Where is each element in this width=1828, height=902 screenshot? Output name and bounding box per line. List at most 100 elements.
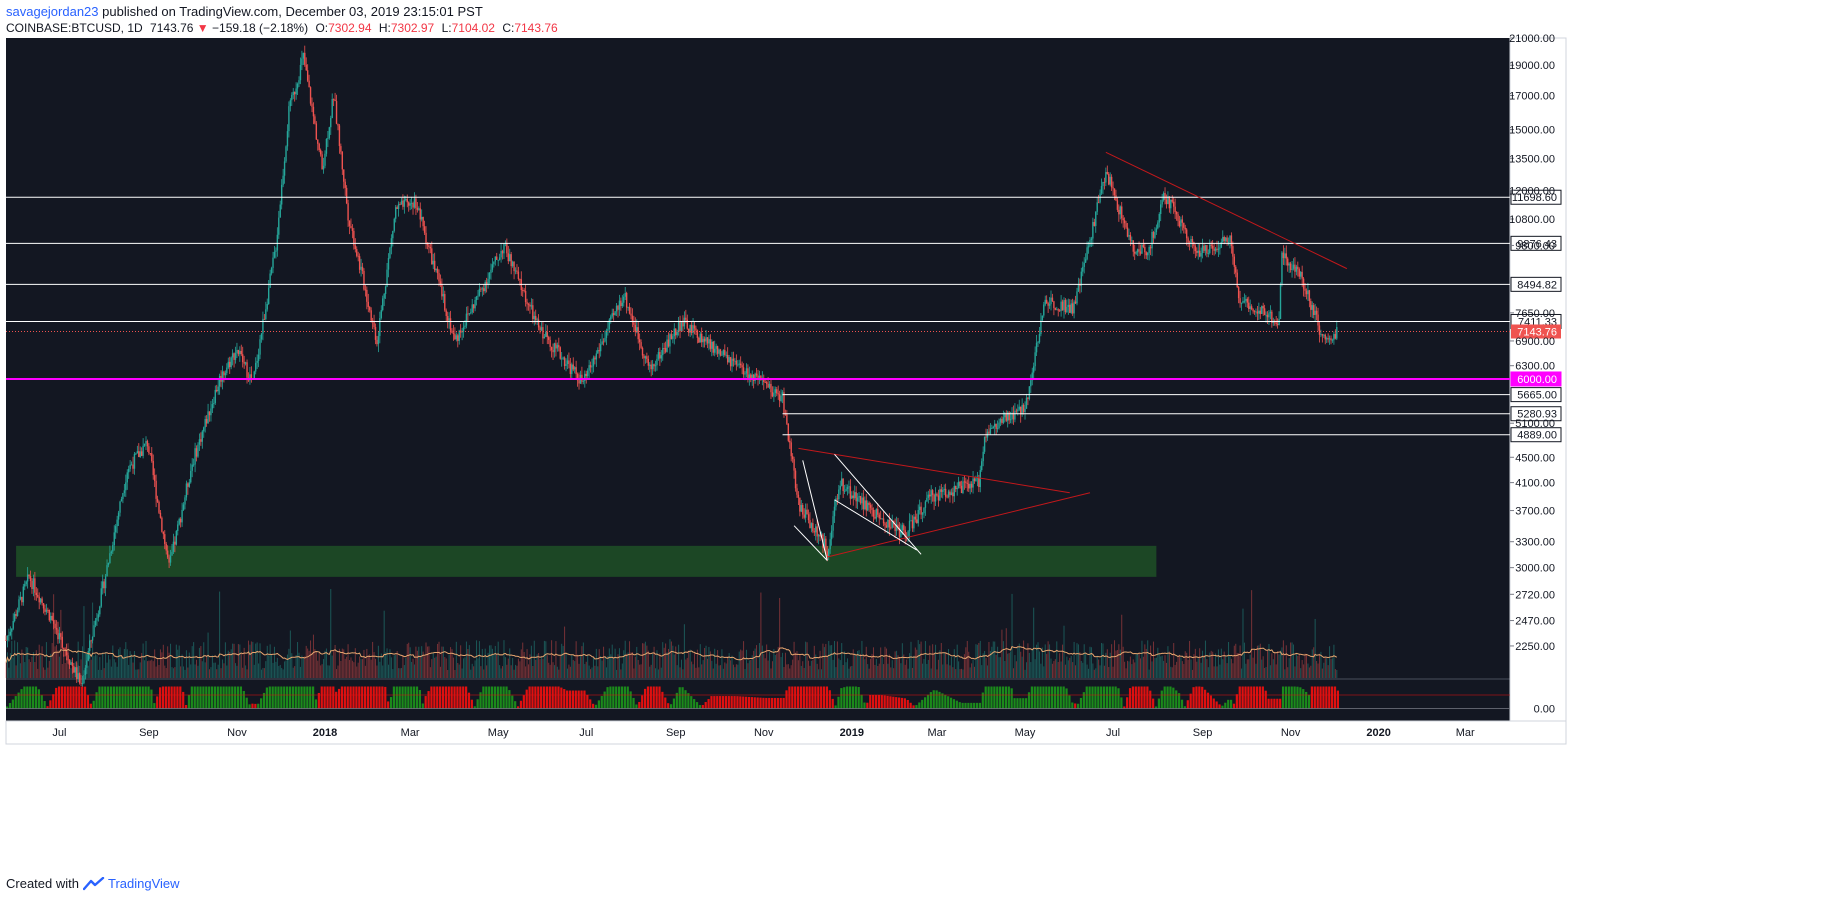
oscillator-bar (586, 694, 589, 709)
volume-bar (286, 654, 288, 678)
volume-bar (662, 642, 664, 678)
volume-bar (1128, 661, 1130, 678)
volume-bar (385, 652, 387, 678)
oscillator-bar (646, 686, 650, 709)
oscillator-bar (121, 686, 124, 709)
volume-bar (1207, 667, 1209, 678)
oscillator-tick-label: 0.00 (1534, 704, 1555, 716)
candle-body (540, 327, 543, 331)
volume-bar (250, 641, 252, 678)
candle-body (28, 574, 30, 577)
candle-body (1211, 245, 1214, 249)
oscillator-bar (1290, 686, 1293, 709)
candle-body (1194, 246, 1197, 252)
volume-bar (79, 665, 81, 678)
candle-body (871, 507, 873, 510)
volume-bar (1005, 628, 1007, 678)
symbol-label[interactable]: COINBASE:BTCUSD, 1D (6, 21, 143, 35)
volume-bar (1288, 658, 1290, 678)
volume-bar (855, 655, 857, 678)
volume-bar (1038, 651, 1040, 678)
volume-bar (1271, 653, 1273, 678)
volume-bar (317, 660, 319, 678)
oscillator-bar (222, 686, 225, 709)
author-link[interactable]: savagejordan23 (6, 4, 99, 19)
candle-body (1043, 304, 1045, 316)
oscillator-bar (589, 699, 592, 709)
candle-body (738, 363, 740, 365)
candle-body (640, 342, 642, 348)
volume-bar (732, 664, 734, 678)
candle-body (1256, 311, 1259, 314)
volume-bar (845, 662, 847, 678)
candle-body (672, 336, 674, 339)
tradingview-link[interactable]: TradingView (82, 876, 180, 891)
candle-body (1314, 310, 1316, 315)
oscillator-bar (216, 686, 219, 709)
candle-body (1274, 321, 1276, 323)
volume-bar (32, 652, 34, 678)
oscillator-bar (387, 701, 390, 709)
volume-bar (447, 669, 449, 678)
oscillator-bar (1328, 686, 1331, 709)
volume-bar (243, 647, 245, 678)
candle-body (887, 519, 889, 528)
volume-bar (516, 665, 518, 678)
volume-bar (1027, 643, 1029, 678)
candle-body (940, 489, 943, 492)
candle-body (578, 380, 580, 384)
oscillator-bar (476, 699, 479, 709)
candle-body (994, 423, 996, 427)
candle-body (965, 481, 967, 483)
oscillator-bar (231, 686, 234, 709)
candle-body (445, 310, 447, 316)
volume-bar (1165, 662, 1167, 678)
volume-bar (1326, 657, 1328, 678)
volume-bar (5, 662, 7, 678)
volume-bar (588, 665, 590, 678)
oscillator-bar (1045, 686, 1048, 709)
candle-body (532, 305, 534, 320)
oscillator-bar (447, 686, 450, 709)
volume-bar (1294, 666, 1296, 678)
volume-bar (1119, 649, 1121, 678)
candle-body (1004, 414, 1006, 418)
candle-body (907, 531, 909, 538)
candle-body (649, 364, 651, 366)
candle-body (910, 520, 912, 522)
candle-body (641, 347, 644, 356)
volume-bar (1219, 664, 1221, 678)
volume-bar (424, 656, 426, 678)
candle-body (810, 523, 813, 529)
oscillator-bar (26, 686, 29, 709)
candle-body (957, 481, 960, 488)
level-label: 5280.93 (1517, 409, 1557, 421)
candle-body (764, 382, 766, 383)
candle-body (1142, 244, 1145, 248)
oscillator-bar (467, 692, 471, 709)
oscillator-bar (603, 691, 606, 709)
volume-bar (1327, 665, 1329, 678)
volume-bar (363, 649, 365, 678)
oscillator-bar (260, 698, 263, 709)
candle-body (286, 131, 289, 147)
volume-bar (284, 661, 286, 678)
volume-bar (38, 644, 40, 678)
candle-body (74, 667, 76, 673)
candle-body (44, 608, 46, 612)
volume-bar (422, 651, 424, 678)
volume-bar (1023, 640, 1025, 678)
volume-bar (629, 641, 631, 678)
volume-bar (948, 648, 950, 678)
oscillator-bar (551, 686, 554, 709)
candle-body (377, 336, 380, 345)
candle-body (549, 339, 551, 347)
volume-bar (737, 664, 739, 678)
candle-body (455, 335, 458, 340)
volume-bar (1095, 668, 1097, 678)
candle-body (1214, 248, 1217, 251)
volume-bar (1318, 653, 1320, 678)
volume-bar (782, 652, 784, 678)
candle-body (602, 341, 605, 343)
